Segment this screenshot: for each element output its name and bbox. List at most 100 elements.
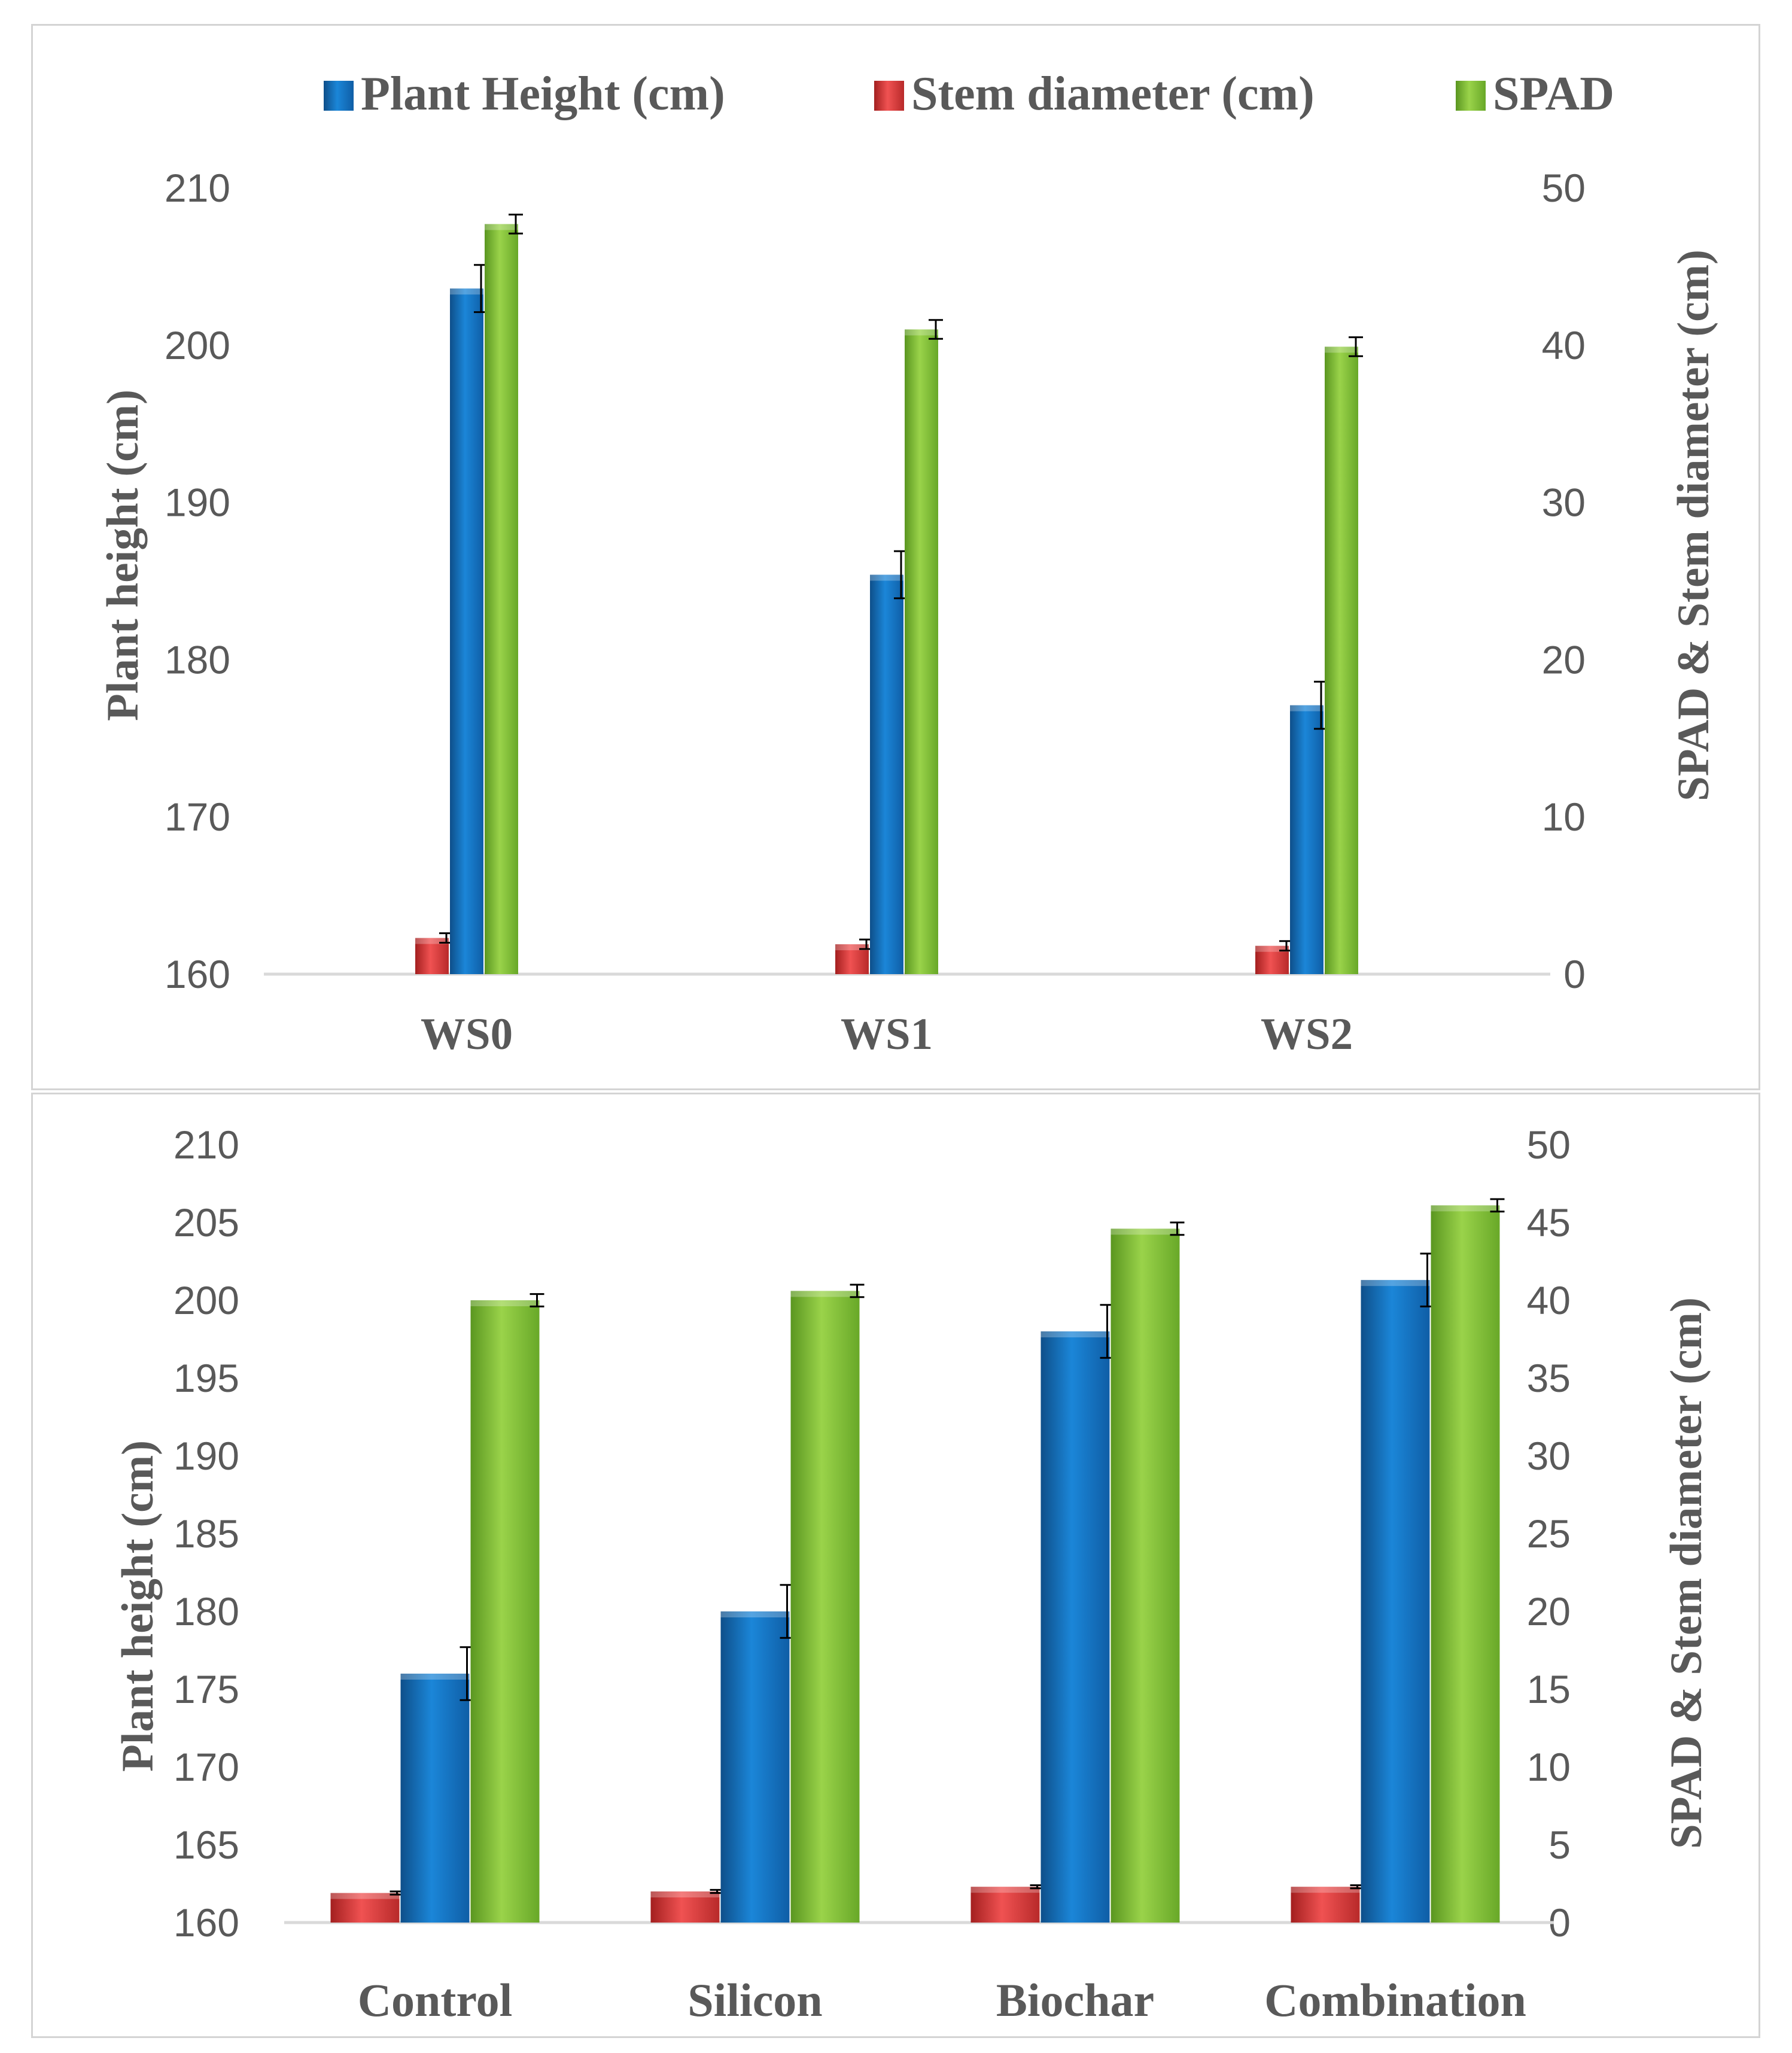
error-bar-spad-ws2	[1349, 336, 1363, 357]
bar-highlight	[790, 1291, 860, 1297]
y-tick-label: 200	[174, 1278, 239, 1322]
bar-highlight	[1040, 1331, 1110, 1337]
bar-highlight	[1255, 945, 1289, 952]
bar-highlight	[1361, 1280, 1430, 1286]
y2-tick-label: 5	[1548, 1823, 1571, 1867]
y2-tick-label: 40	[1542, 323, 1586, 367]
bar-highlight	[720, 1611, 790, 1617]
y-tick-label: 200	[165, 323, 230, 367]
y2-tick-label: 10	[1527, 1745, 1571, 1789]
legend-swatch-height	[324, 81, 354, 111]
y-tick-label: 190	[165, 480, 230, 525]
y2-axis-title: SPAD & Stem diameter (cm)	[1662, 1297, 1711, 1849]
y-tick-label: 210	[165, 166, 230, 210]
bar-highlight	[870, 574, 903, 581]
y-axis-ticks: 210 200 190 180 170 160	[165, 166, 230, 996]
bar-spad-combination	[1431, 1205, 1500, 1923]
bar-highlight	[970, 1887, 1040, 1893]
y2-tick-label: 40	[1527, 1278, 1571, 1322]
bar-spad-ws2	[1325, 346, 1358, 974]
x-category-label: Silicon	[687, 1974, 822, 2026]
legend-label-spad: SPAD	[1493, 68, 1614, 120]
y-tick-label: 170	[165, 795, 230, 839]
y2-tick-label: 50	[1542, 166, 1586, 210]
top-chart-panel: Plant Height (cm) Stem diameter (cm) SPA…	[31, 24, 1760, 1090]
y2-tick-label: 25	[1527, 1511, 1571, 1556]
legend-label-stem: Stem diameter (cm)	[911, 68, 1315, 120]
bar-height-ws0	[450, 288, 483, 974]
bar-highlight	[450, 288, 483, 295]
y2-tick-label: 20	[1542, 637, 1586, 682]
y2-tick-label: 50	[1527, 1123, 1571, 1167]
y-tick-label: 180	[174, 1589, 239, 1634]
y2-tick-label: 10	[1542, 795, 1586, 839]
y-axis-title: Plant height (cm)	[113, 1440, 163, 1772]
bar-highlight	[835, 944, 869, 951]
bar-height-ws2	[1290, 705, 1324, 974]
bar-highlight	[470, 1300, 540, 1306]
bar-highlight	[400, 1674, 470, 1680]
y-axis-ticks: 210 205 200 195 190 185 180 175 170 165 160	[174, 1123, 239, 1945]
top-bar-chart: Plant Height (cm) Stem diameter (cm) SPA…	[98, 68, 1718, 1059]
bar-highlight	[1111, 1228, 1180, 1235]
legend: Plant Height (cm) Stem diameter (cm) SPA…	[324, 68, 1614, 120]
y2-tick-label: 15	[1527, 1667, 1571, 1711]
bar-highlight	[415, 938, 449, 944]
bar-stem-combination	[1291, 1887, 1360, 1923]
error-bar-spad-ws0	[509, 214, 523, 235]
x-category-label: WS2	[1261, 1009, 1353, 1059]
error-bar-spad-control	[530, 1293, 544, 1307]
y2-axis-title: SPAD & Stem diameter (cm)	[1669, 250, 1718, 801]
y-tick-label: 195	[174, 1356, 239, 1400]
error-bar-spad-silicon	[850, 1283, 865, 1298]
bar-spad-biochar	[1111, 1228, 1180, 1923]
y-tick-label: 165	[174, 1823, 239, 1867]
x-category-label: WS0	[421, 1009, 513, 1059]
y-tick-label: 190	[174, 1434, 239, 1478]
y-axis-title: Plant height (cm)	[98, 390, 148, 721]
y-tick-label: 160	[174, 1900, 239, 1945]
bar-spad-ws0	[485, 224, 518, 975]
legend-swatch-stem	[874, 81, 904, 111]
bar-height-combination	[1361, 1280, 1430, 1923]
error-bar-spad-combination	[1490, 1198, 1505, 1213]
y-tick-label: 175	[174, 1667, 239, 1711]
bars	[415, 214, 1363, 975]
bar-highlight	[1431, 1205, 1500, 1212]
x-category-label: Biochar	[996, 1974, 1154, 2026]
bar-spad-ws1	[905, 329, 938, 974]
legend-swatch-spad	[1456, 81, 1486, 111]
bar-spad-control	[470, 1300, 540, 1923]
bar-stem-silicon	[650, 1891, 720, 1923]
x-axis-categories: WS0 WS1 WS2	[421, 1009, 1353, 1059]
legend-label-height: Plant Height (cm)	[361, 68, 725, 120]
y-tick-label: 185	[174, 1511, 239, 1556]
error-bar-spad-ws1	[929, 319, 943, 340]
bottom-chart-panel: Plant height (cm) SPAD & Stem diameter (…	[31, 1093, 1760, 2038]
bar-stem-control	[330, 1893, 400, 1923]
bar-height-silicon	[720, 1611, 790, 1923]
bar-highlight	[650, 1891, 720, 1897]
bar-highlight	[1325, 346, 1358, 353]
y-tick-label: 180	[165, 637, 230, 682]
y2-tick-label: 0	[1563, 952, 1586, 996]
bar-stem-biochar	[970, 1887, 1040, 1923]
y-tick-label: 210	[174, 1123, 239, 1167]
bar-highlight	[905, 329, 938, 336]
y2-tick-label: 30	[1542, 480, 1586, 525]
y-tick-label: 205	[174, 1200, 239, 1245]
error-bar-spad-biochar	[1170, 1221, 1185, 1236]
bottom-bar-chart: Plant height (cm) SPAD & Stem diameter (…	[113, 1123, 1711, 2026]
bar-stem-ws0	[415, 938, 449, 974]
y-tick-label: 160	[165, 952, 230, 996]
bars	[330, 1198, 1505, 1923]
bar-highlight	[485, 224, 518, 230]
bar-spad-silicon	[790, 1291, 860, 1923]
bar-highlight	[1291, 1887, 1360, 1893]
y-tick-label: 170	[174, 1745, 239, 1789]
x-axis-categories: Control Silicon Biochar Combination	[358, 1974, 1526, 2026]
bar-height-ws1	[870, 574, 903, 974]
bar-height-biochar	[1040, 1331, 1110, 1923]
y2-tick-label: 35	[1527, 1356, 1571, 1400]
